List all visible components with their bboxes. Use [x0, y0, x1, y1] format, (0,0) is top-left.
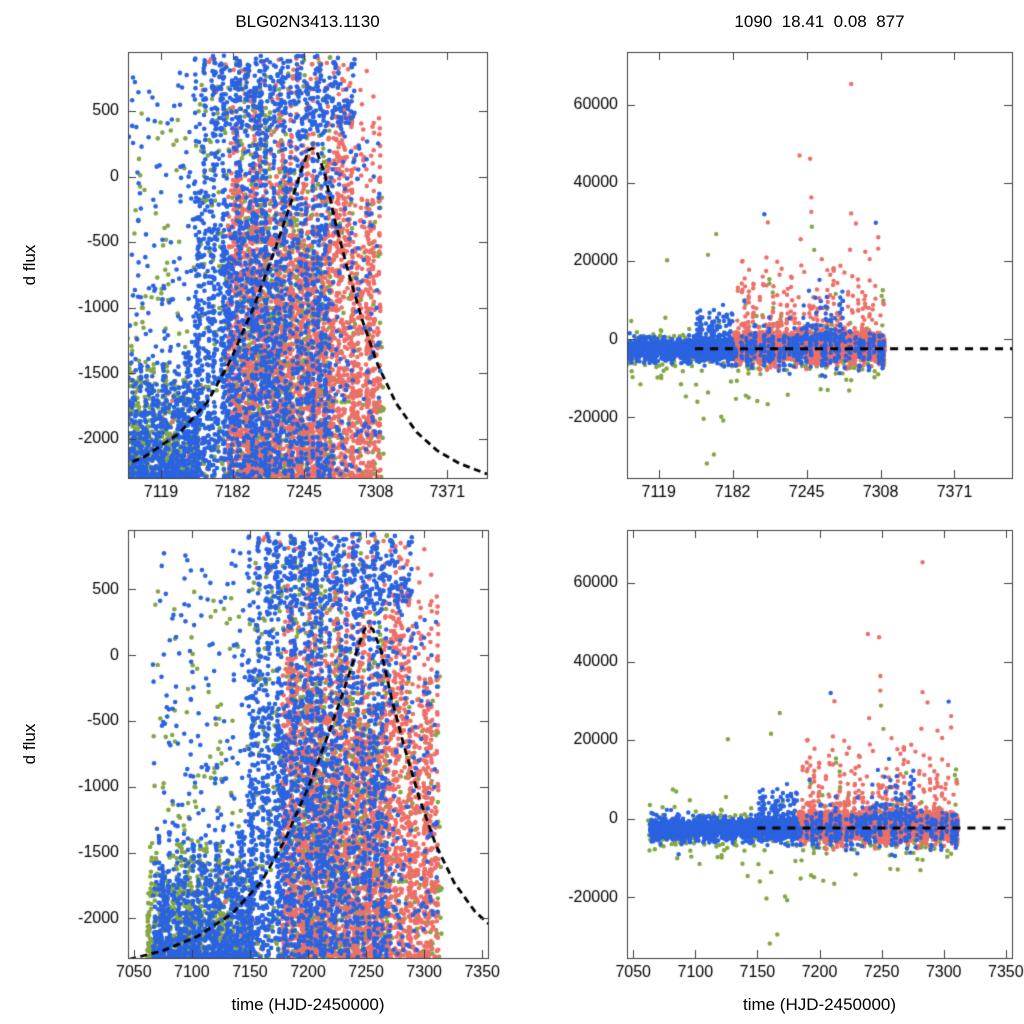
x-axis-label-left: time (HJD-2450000)	[231, 995, 385, 1014]
y-axis-label-bottom: d flux	[20, 723, 39, 765]
panel-title-right: 1090 18.41 0.08 877	[734, 12, 905, 31]
panel-title-left: BLG02N3413.1130	[235, 12, 380, 31]
y-axis-label-top: d flux	[20, 244, 39, 286]
x-axis-label-right: time (HJD-2450000)	[742, 995, 897, 1014]
